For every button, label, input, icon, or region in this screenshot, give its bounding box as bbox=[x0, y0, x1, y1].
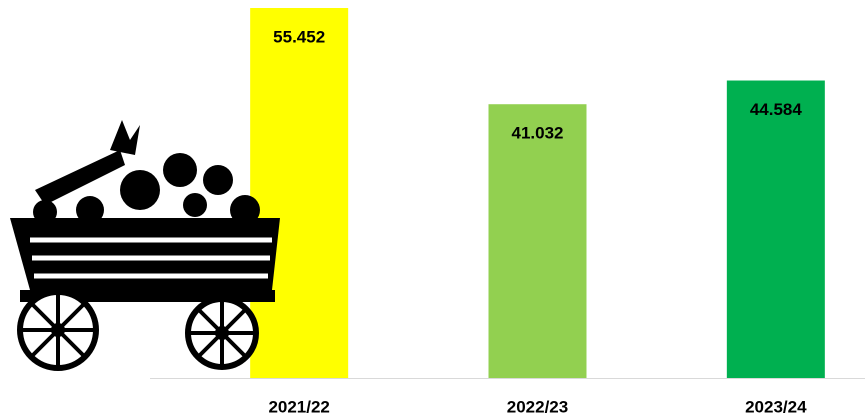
value-label: 44.584 bbox=[750, 100, 803, 119]
bar bbox=[250, 8, 348, 378]
value-label: 41.032 bbox=[512, 124, 564, 143]
page: {"chart_data": {"type": "bar", "categori… bbox=[0, 0, 865, 419]
bar bbox=[489, 104, 587, 378]
cart-illustration bbox=[10, 120, 280, 368]
chart: 55.452 2021/22 41.032 2022/23 44.584 2023/24 bbox=[0, 0, 865, 419]
bar bbox=[727, 81, 825, 378]
value-label: 55.452 bbox=[273, 27, 325, 46]
x-tick-label: 2023/24 bbox=[745, 397, 807, 416]
x-tick-label: 2022/23 bbox=[507, 397, 568, 416]
x-tick-label: 2021/22 bbox=[268, 397, 329, 416]
